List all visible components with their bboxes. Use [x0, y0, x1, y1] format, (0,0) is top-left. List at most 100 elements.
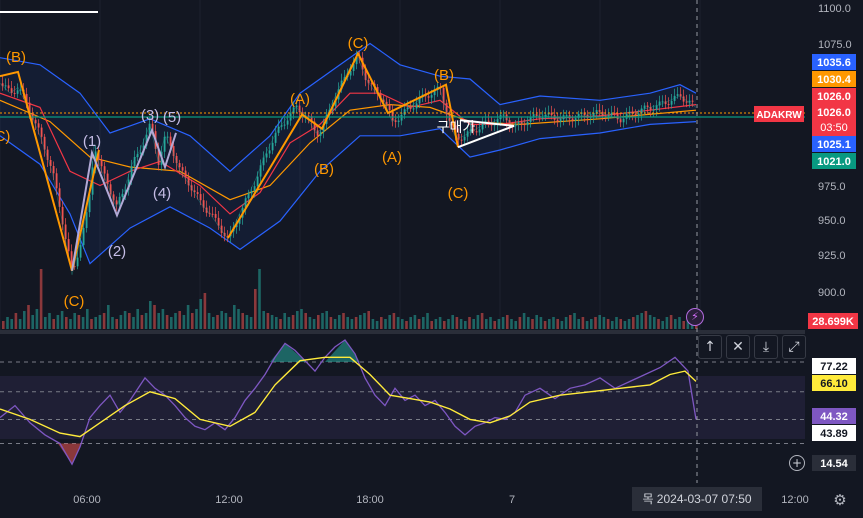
volume-bar: [140, 315, 144, 329]
maximize-pane-button[interactable]: ⤢: [782, 335, 806, 359]
candle-body: [31, 112, 34, 120]
volume-bar: [6, 317, 9, 329]
candle-body: [649, 107, 652, 111]
candle-body: [340, 80, 343, 90]
rsi-tag: 66.10: [820, 378, 848, 390]
volume-bar: [531, 319, 534, 329]
volume-bar: [342, 313, 345, 329]
candle-body: [211, 213, 214, 215]
collapse-pane-button[interactable]: ⤓: [754, 335, 778, 359]
candle-body: [367, 79, 370, 84]
volume-bar: [191, 313, 194, 329]
candle-body: [214, 213, 217, 218]
bolt-icon[interactable]: ⚡: [686, 308, 704, 326]
volume-bar: [199, 299, 202, 329]
candle-body: [259, 165, 262, 177]
candle-body: [400, 114, 403, 121]
volume-bar: [287, 317, 291, 329]
candle-body: [313, 121, 316, 131]
candle-body: [310, 116, 313, 122]
volume-bar: [149, 301, 152, 329]
candle-body: [469, 129, 472, 132]
candle-body: [40, 127, 43, 137]
volume-bar: [56, 315, 60, 329]
volume-bar: [413, 315, 417, 329]
candle-body: [394, 120, 397, 123]
volume-bar: [144, 313, 148, 329]
candle-body: [496, 119, 499, 125]
candle-body: [121, 193, 124, 198]
volume-bar: [686, 319, 690, 329]
candle-body: [526, 122, 529, 126]
candle-body: [415, 103, 418, 109]
volume-bar: [233, 305, 236, 329]
volume-bar: [14, 313, 18, 329]
add-icon[interactable]: +: [789, 455, 805, 471]
candle-body: [667, 104, 670, 106]
rsi-tag-bg: [812, 455, 856, 471]
candle-body: [388, 104, 391, 111]
candle-body: [658, 101, 661, 106]
volume-bar: [291, 315, 295, 329]
volume-bar: [228, 317, 232, 329]
candle-body: [655, 105, 658, 110]
volume-bar: [18, 319, 22, 329]
volume-bar: [573, 313, 576, 329]
candle-body: [583, 112, 586, 116]
volume-bar: [107, 305, 110, 329]
candle-body: [352, 64, 355, 71]
overbought-fill: [325, 340, 360, 363]
move-up-button[interactable]: ↑: [698, 335, 722, 359]
candle-body: [517, 122, 520, 124]
volume-bar: [669, 315, 673, 329]
candle-body: [610, 112, 613, 116]
price-pane[interactable]: (B) (C) (1) (2) (3) (4) (5) (A) (B) (C) (A) (B) (C) (…: [0, 0, 805, 333]
volume-bar: [102, 313, 106, 329]
volume-bar: [86, 309, 89, 329]
candle-body: [130, 166, 133, 180]
candle-body: [565, 115, 568, 117]
rsi-pane[interactable]: [0, 339, 805, 466]
candle-body: [7, 85, 10, 89]
candle-body: [256, 176, 259, 187]
volume-bar: [371, 319, 375, 329]
close-pane-button[interactable]: ✕: [726, 335, 750, 359]
price-axis[interactable]: 1100.0 1075.0 1026.0 975.0 950.0 925.0 900.0 1…: [754, 0, 863, 518]
pane-divider[interactable]: [0, 330, 805, 334]
candle-body: [175, 155, 178, 164]
volume-bar: [123, 311, 127, 329]
volume-bar: [136, 309, 139, 329]
price-tag: 1035.6: [817, 57, 851, 69]
candle-body: [286, 120, 289, 125]
candle-body: [613, 112, 616, 115]
volume-bar: [464, 321, 467, 329]
volume-bar: [98, 315, 102, 329]
candle-body: [493, 124, 496, 126]
price-tag-bg: [812, 88, 856, 104]
volume-bar: [514, 321, 517, 329]
volume-bar: [216, 315, 219, 329]
candle-body: [118, 197, 121, 205]
volume-bar: [52, 319, 55, 329]
candle-body: [688, 100, 691, 103]
volume-bar: [602, 317, 606, 329]
candle-body: [19, 89, 22, 91]
candle-body: [253, 186, 256, 191]
candle-body: [166, 136, 169, 138]
candle-body: [13, 93, 16, 95]
candle-body: [76, 257, 79, 267]
volume-bar: [569, 315, 572, 329]
candle-body: [298, 105, 301, 113]
volume-bar: [674, 319, 677, 329]
price-tag-bg: [812, 54, 856, 70]
crosshair-time-badge: 목 2024-03-07 07:50: [632, 487, 762, 511]
candle-body: [574, 118, 577, 121]
candle-body: [172, 146, 175, 156]
volume-bar: [594, 317, 597, 329]
volume-bar: [581, 317, 585, 329]
candle-body: [247, 193, 250, 199]
volume-bar: [548, 319, 551, 329]
volume-bar: [60, 311, 64, 329]
volume-bar: [627, 319, 631, 329]
settings-icon[interactable]: ⚙: [833, 491, 847, 509]
